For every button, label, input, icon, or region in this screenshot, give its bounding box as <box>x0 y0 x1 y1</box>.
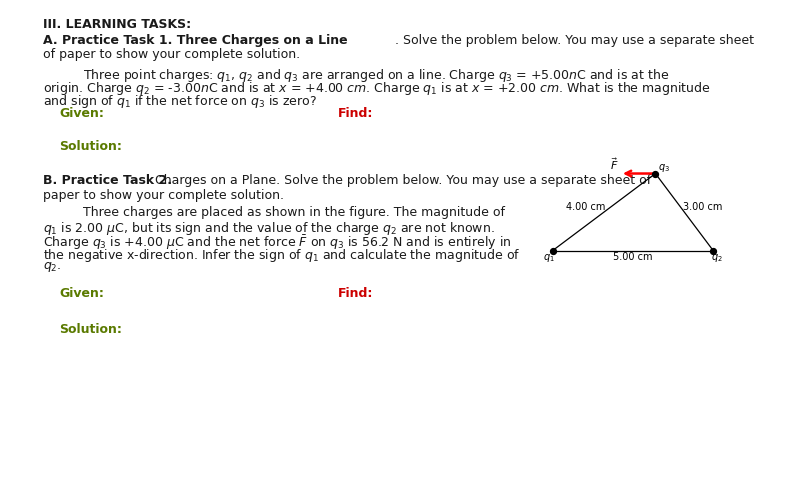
Text: A. Practice Task 1. Three Charges on a Line: A. Practice Task 1. Three Charges on a L… <box>43 34 348 47</box>
Text: $q_1$: $q_1$ <box>543 252 555 264</box>
Point <box>707 247 719 254</box>
Text: B. Practice Task 2.: B. Practice Task 2. <box>43 174 172 187</box>
Text: $q_1$ is 2.00 $\mu$C, but its sign and the value of the charge $q_2$ are not kno: $q_1$ is 2.00 $\mu$C, but its sign and t… <box>43 220 495 237</box>
Text: Charge $q_3$ is +4.00 $\mu$C and the net force $\bar{F}$ on $q_3$ is 56.2 N and : Charge $q_3$ is +4.00 $\mu$C and the net… <box>43 233 512 252</box>
Text: Three charges are placed as shown in the figure. The magnitude of: Three charges are placed as shown in the… <box>83 206 505 219</box>
Text: origin. Charge $q_2$ = -3.00$n$C and is at $x$ = +4.00 $cm$. Charge $q_1$ is at : origin. Charge $q_2$ = -3.00$n$C and is … <box>43 80 711 96</box>
Text: 4.00 cm: 4.00 cm <box>566 202 605 213</box>
Text: 5.00 cm: 5.00 cm <box>613 252 652 262</box>
Text: $\vec{F}$: $\vec{F}$ <box>610 157 619 172</box>
Text: Charges on a Plane. Solve the problem below. You may use a separate sheet of: Charges on a Plane. Solve the problem be… <box>151 174 651 187</box>
Text: III. LEARNING TASKS:: III. LEARNING TASKS: <box>43 18 191 31</box>
Text: Solution:: Solution: <box>59 323 122 336</box>
Text: Solution:: Solution: <box>59 140 122 153</box>
Point <box>546 247 559 254</box>
Text: 3.00 cm: 3.00 cm <box>683 202 722 213</box>
Text: Three point charges: $q_1$, $q_2$ and $q_3$ are arranged on a line. Charge $q_3$: Three point charges: $q_1$, $q_2$ and $q… <box>83 67 669 83</box>
Text: and sign of $q_1$ if the net force on $q_3$ is zero?: and sign of $q_1$ if the net force on $q… <box>43 93 317 109</box>
Text: paper to show your complete solution.: paper to show your complete solution. <box>43 189 285 202</box>
Text: Given:: Given: <box>59 287 104 300</box>
Text: Find:: Find: <box>338 287 373 300</box>
Text: Find:: Find: <box>338 107 373 120</box>
Text: the negative x-direction. Infer the sign of $q_1$ and calculate the magnitude of: the negative x-direction. Infer the sign… <box>43 247 520 264</box>
Point <box>649 170 662 177</box>
Text: Given:: Given: <box>59 107 104 120</box>
Text: . Solve the problem below. You may use a separate sheet: . Solve the problem below. You may use a… <box>395 34 755 47</box>
Text: of paper to show your complete solution.: of paper to show your complete solution. <box>43 48 300 61</box>
Text: $q_2$.: $q_2$. <box>43 260 62 274</box>
Text: $q_2$: $q_2$ <box>711 252 722 264</box>
Text: $q_3$: $q_3$ <box>659 161 670 174</box>
